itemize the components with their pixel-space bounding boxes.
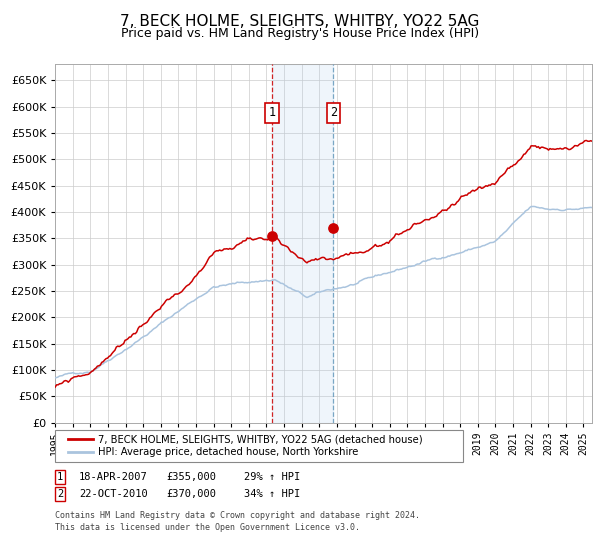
Text: Contains HM Land Registry data © Crown copyright and database right 2024.: Contains HM Land Registry data © Crown c…: [55, 511, 420, 520]
Text: 18-APR-2007: 18-APR-2007: [79, 472, 148, 482]
Text: 2: 2: [57, 489, 63, 499]
Text: 1: 1: [268, 106, 275, 119]
Text: £370,000: £370,000: [166, 489, 216, 499]
Text: 34% ↑ HPI: 34% ↑ HPI: [244, 489, 301, 499]
Bar: [272, 64, 334, 423]
FancyBboxPatch shape: [55, 430, 463, 462]
Text: Price paid vs. HM Land Registry's House Price Index (HPI): Price paid vs. HM Land Registry's House …: [121, 27, 479, 40]
Text: 29% ↑ HPI: 29% ↑ HPI: [244, 472, 301, 482]
Text: 1: 1: [57, 472, 63, 482]
Text: 2: 2: [330, 106, 337, 119]
Legend: 7, BECK HOLME, SLEIGHTS, WHITBY, YO22 5AG (detached house), HPI: Average price, : 7, BECK HOLME, SLEIGHTS, WHITBY, YO22 5A…: [64, 430, 427, 461]
Text: This data is licensed under the Open Government Licence v3.0.: This data is licensed under the Open Gov…: [55, 523, 360, 532]
Point: [329, 223, 338, 232]
Text: 22-OCT-2010: 22-OCT-2010: [79, 489, 148, 499]
Text: £355,000: £355,000: [166, 472, 216, 482]
Text: 7, BECK HOLME, SLEIGHTS, WHITBY, YO22 5AG: 7, BECK HOLME, SLEIGHTS, WHITBY, YO22 5A…: [121, 14, 479, 29]
Point: [267, 231, 277, 240]
